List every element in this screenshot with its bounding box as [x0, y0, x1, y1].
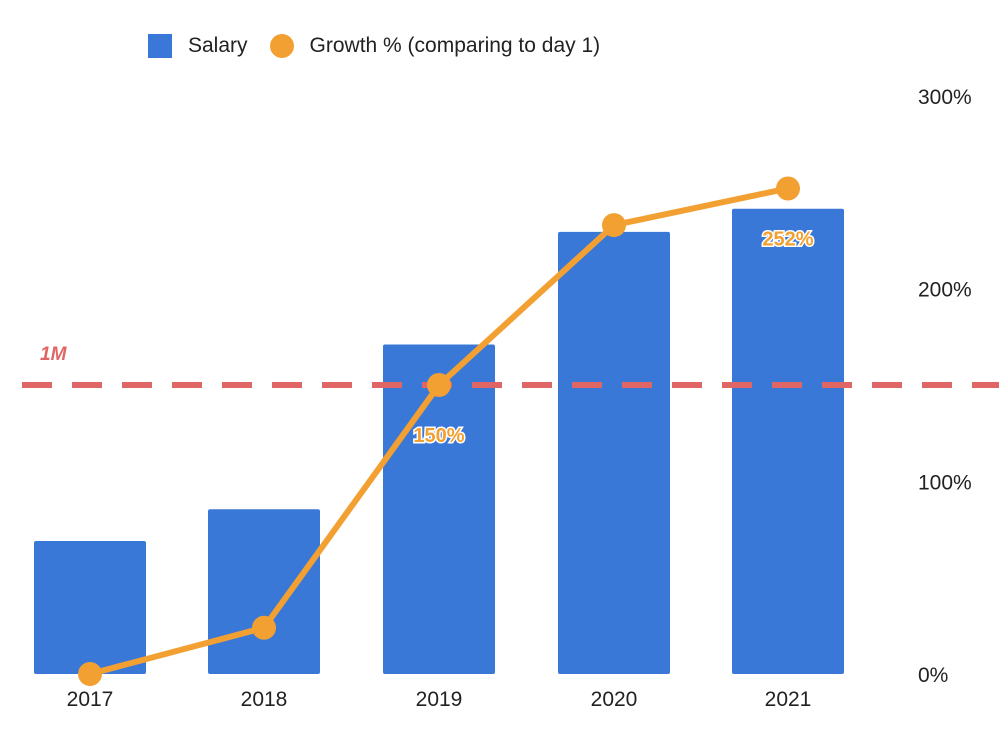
right-axis-tick-1: 100% — [918, 471, 972, 494]
legend: Salary Growth % (comparing to day 1) — [148, 28, 622, 64]
growth-point-2021 — [776, 176, 800, 201]
right-axis-tick-2: 200% — [918, 279, 972, 302]
bar-2020 — [558, 231, 670, 674]
legend-item-salary[interactable]: Salary — [148, 34, 248, 58]
right-axis-tick-0: 0% — [918, 664, 948, 687]
x-tick-label-2019: 2019 — [416, 688, 463, 711]
x-tick-label-2020: 2020 — [591, 688, 638, 711]
legend-label-growth: Growth % (comparing to day 1) — [309, 34, 601, 57]
growth-point-2019 — [427, 373, 451, 397]
data-label-2019: 150% — [413, 425, 464, 447]
x-tick-label-2017: 2017 — [67, 688, 114, 711]
data-label-2021: 252% — [762, 228, 813, 250]
x-tick-label-2021: 2021 — [765, 688, 812, 711]
growth-point-2018 — [252, 615, 276, 640]
growth-point-2020 — [602, 213, 626, 238]
legend-swatch-salary — [148, 34, 172, 58]
bar-2021 — [732, 208, 844, 674]
right-axis-tick-3: 300% — [918, 86, 972, 109]
legend-label-salary: Salary — [188, 34, 248, 57]
legend-swatch-growth — [269, 34, 294, 58]
reference-line-label: 1M — [40, 344, 68, 365]
x-tick-label-2018: 2018 — [241, 688, 288, 711]
bar-2018 — [208, 509, 320, 674]
bar-2017 — [34, 541, 146, 674]
growth-point-2017 — [78, 662, 102, 686]
legend-item-growth[interactable]: Growth % (comparing to day 1) — [269, 34, 601, 58]
